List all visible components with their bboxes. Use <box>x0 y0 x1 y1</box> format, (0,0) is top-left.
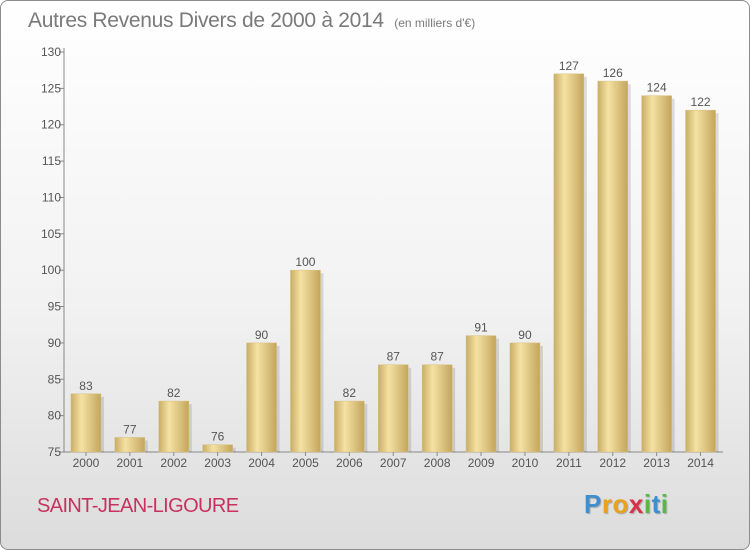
bar <box>553 73 585 453</box>
bar <box>290 269 321 453</box>
x-tick-label: 2001 <box>116 456 143 470</box>
data-label: 82 <box>167 386 181 400</box>
x-tick-label: 2006 <box>336 456 363 470</box>
title-row: Autres Revenus Divers de 2000 à 2014 (en… <box>28 9 475 33</box>
x-tick-label: 2008 <box>424 456 451 470</box>
y-tick-label: 130 <box>41 45 61 59</box>
y-tick-label: 90 <box>48 336 62 350</box>
bar <box>158 400 189 453</box>
data-label: 83 <box>79 379 93 393</box>
proxiti-logo: Proxiti <box>584 489 668 520</box>
bars <box>70 73 719 453</box>
y-tick-label: 80 <box>48 409 62 423</box>
bar <box>685 109 716 453</box>
chart-title: Autres Revenus Divers de 2000 à 2014 <box>28 9 384 32</box>
x-tick-label: 2000 <box>73 456 100 470</box>
x-tick-label: 2007 <box>380 456 407 470</box>
logo-letter: i <box>660 489 669 519</box>
logo-letter: i <box>643 489 652 519</box>
bar <box>114 437 146 453</box>
y-tick-label: 75 <box>48 445 62 459</box>
logo-letter: t <box>651 489 661 519</box>
x-tick-label: 2002 <box>160 456 187 470</box>
logo-letter: x <box>628 489 644 519</box>
x-tick-label: 2009 <box>468 456 495 470</box>
bar <box>334 400 365 453</box>
y-tick-label: 115 <box>42 154 61 168</box>
x-tick-label: 2013 <box>643 456 670 470</box>
data-label: 87 <box>387 350 401 364</box>
data-label: 124 <box>647 81 667 95</box>
place-name: SAINT-JEAN-LIGOURE <box>37 495 239 517</box>
x-tick-label: 2014 <box>687 456 714 470</box>
logo-letter: P <box>584 489 602 519</box>
bar <box>70 393 102 453</box>
y-tick-label: 120 <box>41 118 61 132</box>
data-label: 91 <box>474 321 488 335</box>
data-label: 127 <box>559 59 579 73</box>
data-label: 100 <box>295 255 315 269</box>
data-label: 90 <box>518 328 532 342</box>
y-tick-label: 100 <box>41 263 61 277</box>
bar <box>202 444 233 453</box>
bar <box>421 364 453 453</box>
bar <box>465 335 497 453</box>
x-tick-label: 2012 <box>599 456 626 470</box>
data-label: 76 <box>211 430 225 444</box>
data-label: 126 <box>603 66 623 80</box>
x-tick-label: 2011 <box>556 456 582 470</box>
x-tick-label: 2005 <box>292 456 319 470</box>
bar <box>641 95 672 453</box>
data-label: 82 <box>343 386 357 400</box>
x-tick-label: 2010 <box>512 456 539 470</box>
data-label: 90 <box>255 328 269 342</box>
chart-subtitle: (en milliers d'€) <box>394 16 476 30</box>
data-label: 122 <box>691 95 711 109</box>
y-tick-label: 85 <box>48 372 62 386</box>
y-tick-label: 105 <box>41 227 61 241</box>
x-tick-label: 2004 <box>248 456 275 470</box>
bar <box>378 364 409 453</box>
data-label: 77 <box>123 422 137 436</box>
bar <box>597 80 628 453</box>
value-labels: 83 77 82 76 90 100 82 87 87 91 90 127 126 124 122 <box>79 59 711 444</box>
y-tick-label: 125 <box>41 81 61 95</box>
bar <box>246 342 277 453</box>
logo-letter: r <box>601 489 613 519</box>
data-label: 87 <box>430 350 444 364</box>
x-tick-label: 2003 <box>204 456 231 470</box>
logo-letter: o <box>612 489 629 519</box>
y-tick-label: 95 <box>48 300 62 314</box>
y-tick-label: 110 <box>42 190 61 204</box>
bar <box>509 342 541 453</box>
